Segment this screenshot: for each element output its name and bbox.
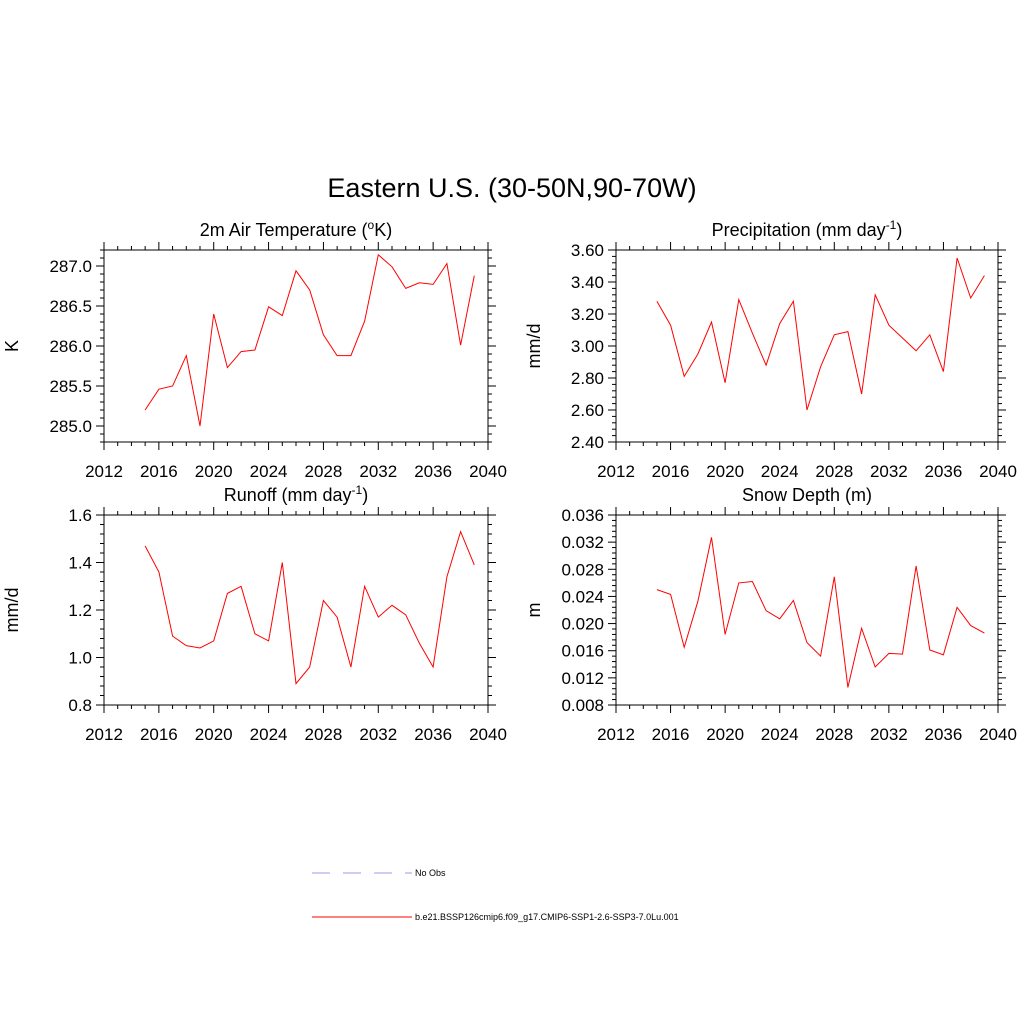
series-line (144, 253, 475, 427)
panel-title-sup: -1 (886, 218, 897, 232)
panel-title: Runoff (mm day-1) (224, 483, 368, 505)
y-tick-label: 3.00 (571, 337, 604, 356)
plot-frame (103, 249, 489, 443)
x-tick-label: 2032 (870, 725, 908, 744)
legend: No Obs b.e21.BSSP126cmip6.f09_g17.CMIP6-S… (312, 868, 679, 922)
series-line (144, 530, 475, 685)
x-tick-label: 2016 (140, 725, 178, 744)
x-tick-label: 2032 (870, 462, 908, 481)
series-line (656, 537, 985, 688)
x-tick-label: 2016 (652, 462, 690, 481)
figure-title: Eastern U.S. (30-50N,90-70W) (327, 173, 696, 203)
x-tick-label: 2012 (85, 462, 123, 481)
y-axis-label: K (2, 340, 22, 352)
x-tick-label: 2012 (85, 725, 123, 744)
y-tick-label: 0.036 (561, 506, 604, 525)
y-tick-label: 0.020 (561, 615, 604, 634)
x-tick-label: 2024 (761, 462, 799, 481)
x-tick-label: 2016 (140, 462, 178, 481)
y-tick-label: 2.80 (571, 369, 604, 388)
plot-frame (615, 514, 999, 706)
x-tick-label: 2020 (706, 462, 744, 481)
x-tick-label: 2020 (195, 462, 233, 481)
y-axis-label: m (524, 603, 544, 618)
y-tick-label: 1.0 (68, 649, 92, 668)
y-tick-label: 0.008 (561, 696, 604, 715)
x-tick-label: 2028 (305, 725, 343, 744)
y-tick-label: 3.40 (571, 273, 604, 292)
x-tick-label: 2024 (250, 462, 288, 481)
x-tick-label: 2028 (305, 462, 343, 481)
panel-title: Precipitation (mm day-1) (712, 218, 903, 240)
x-tick-label: 2040 (469, 462, 507, 481)
panel-title-end: ) (362, 485, 368, 505)
y-tick-label: 0.016 (561, 642, 604, 661)
y-tick-label: 286.5 (49, 297, 92, 316)
legend-label: No Obs (415, 868, 446, 878)
panel-title-sup: o (368, 218, 375, 232)
x-tick-label: 2036 (925, 462, 963, 481)
panel-title: Snow Depth (m) (742, 485, 872, 505)
panel-title-main: Precipitation (mm day (712, 220, 886, 240)
x-tick-label: 2036 (414, 462, 452, 481)
y-tick-label: 0.028 (561, 560, 604, 579)
panel-snow-depth: Snow Depth (m) 2012 2016 2020 2024 2028 2032 20… (524, 485, 1017, 744)
y-axis-label: mm/d (524, 324, 544, 369)
y-tick-label: 2.60 (571, 401, 604, 420)
x-tick-label: 2020 (195, 725, 233, 744)
panel-runoff: Runoff (mm day-1) 2012 2016 2020 2024 2028 203… (2, 483, 507, 744)
y-tick-label: 3.60 (571, 241, 604, 260)
y-tick-label: 286.0 (49, 337, 92, 356)
y-tick-label: 1.2 (68, 601, 92, 620)
x-tick-label: 2036 (925, 725, 963, 744)
legend-label: b.e21.BSSP126cmip6.f09_g17.CMIP6-SSP1-2.… (415, 912, 679, 922)
y-tick-label: 285.0 (49, 417, 92, 436)
x-tick-label: 2020 (706, 725, 744, 744)
x-tick-label: 2040 (469, 725, 507, 744)
y-tick-label: 0.012 (561, 669, 604, 688)
y-tick-label: 287.0 (49, 257, 92, 276)
x-tick-label: 2024 (761, 725, 799, 744)
y-tick-label: 0.032 (561, 533, 604, 552)
panel-title-main: Runoff (mm day (224, 485, 352, 505)
panel-temperature: 2m Air Temperature (oK) 2012 2016 2020 2024 2… (2, 218, 507, 481)
panel-title-main: 2m Air Temperature ( (200, 220, 368, 240)
x-tick-label: 2012 (597, 462, 635, 481)
x-tick-label: 2028 (815, 725, 853, 744)
panel-title: 2m Air Temperature (oK) (200, 218, 392, 240)
plot-frame (615, 249, 999, 443)
y-tick-label: 2.40 (571, 433, 604, 452)
panel-title-end: K) (374, 220, 392, 240)
x-tick-label: 2032 (359, 725, 397, 744)
y-tick-label: 0.8 (68, 696, 92, 715)
panel-title-end: ) (896, 220, 902, 240)
y-axis-label: mm/d (2, 588, 22, 633)
panel-precipitation: Precipitation (mm day-1) 2012 2016 2020 2024… (524, 218, 1017, 481)
x-tick-label: 2032 (359, 462, 397, 481)
x-tick-label: 2012 (597, 725, 635, 744)
x-tick-label: 2040 (979, 725, 1017, 744)
x-tick-label: 2040 (979, 462, 1017, 481)
y-tick-label: 1.4 (68, 554, 92, 573)
series-line (656, 257, 985, 411)
panel-title-main: Snow Depth (m) (742, 485, 872, 505)
x-tick-label: 2028 (815, 462, 853, 481)
y-tick-label: 0.024 (561, 587, 604, 606)
panels: 2m Air Temperature (oK)2012 2016 2020 2024 2… (2, 218, 1017, 744)
plot-frame (103, 514, 489, 706)
x-tick-label: 2036 (414, 725, 452, 744)
y-tick-label: 3.20 (571, 305, 604, 324)
x-tick-label: 2024 (250, 725, 288, 744)
panel-title-sup: -1 (352, 483, 363, 497)
y-tick-label: 1.6 (68, 506, 92, 525)
y-tick-label: 285.5 (49, 377, 92, 396)
x-tick-label: 2016 (652, 725, 690, 744)
